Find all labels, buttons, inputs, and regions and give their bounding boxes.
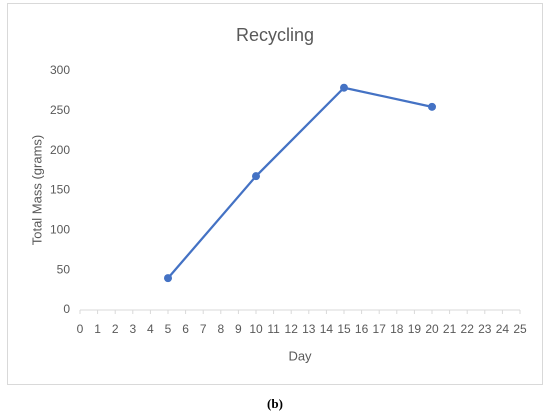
x-tick-label: 0	[77, 322, 84, 336]
y-axis-title: Total Mass (grams)	[29, 135, 44, 246]
chart-border	[7, 3, 543, 385]
x-axis-title: Day	[288, 348, 312, 363]
x-tick-label: 6	[182, 322, 189, 336]
x-tick-label: 24	[496, 322, 510, 336]
x-tick-label: 4	[147, 322, 154, 336]
x-tick-label: 22	[461, 322, 475, 336]
y-tick-label: 100	[50, 223, 70, 237]
x-tick-label: 25	[513, 322, 527, 336]
x-tick-label: 17	[373, 322, 387, 336]
x-tick-label: 13	[302, 322, 316, 336]
y-tick-label: 150	[50, 183, 70, 197]
x-tick-label: 12	[285, 322, 299, 336]
x-tick-label: 16	[355, 322, 369, 336]
x-tick-label: 10	[249, 322, 263, 336]
y-tick-label: 200	[50, 143, 70, 157]
x-tick-label: 15	[337, 322, 351, 336]
x-tick-label: 23	[478, 322, 492, 336]
x-tick-label: 8	[217, 322, 224, 336]
x-tick-label: 18	[390, 322, 404, 336]
caption: (b)	[267, 396, 283, 411]
x-tick-label: 3	[129, 322, 136, 336]
x-tick-label: 11	[267, 322, 280, 336]
x-tick-label: 19	[408, 322, 422, 336]
x-tick-label: 5	[165, 322, 172, 336]
data-point	[164, 274, 172, 283]
x-tick-label: 14	[320, 322, 334, 336]
chart-title: Recycling	[236, 25, 314, 45]
x-tick-label: 9	[235, 322, 242, 336]
x-tick-label: 2	[112, 322, 119, 336]
y-tick-label: 300	[50, 63, 70, 77]
data-point	[252, 172, 260, 181]
data-point	[428, 102, 436, 111]
y-tick-label: 50	[57, 262, 71, 276]
x-tick-label: 21	[443, 322, 457, 336]
x-tick-label: 7	[200, 322, 207, 336]
x-tick-label: 1	[94, 322, 101, 336]
y-tick-label: 0	[63, 302, 70, 316]
x-tick-label: 20	[425, 322, 439, 336]
y-tick-label: 250	[50, 103, 70, 117]
data-point	[340, 83, 348, 92]
data-line	[167, 86, 433, 279]
